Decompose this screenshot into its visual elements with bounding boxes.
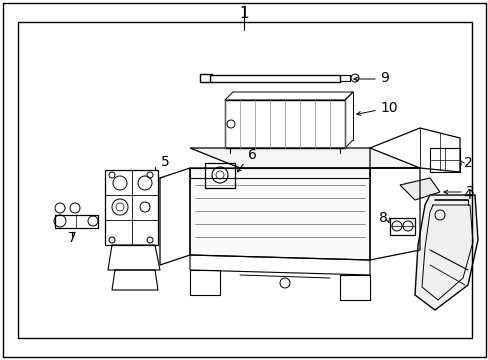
Polygon shape [414,195,477,310]
Polygon shape [190,148,419,168]
Polygon shape [190,168,369,260]
Text: 4: 4 [463,188,471,202]
Text: 2: 2 [463,156,472,170]
Text: 8: 8 [378,211,387,225]
Text: 6: 6 [247,148,256,162]
Text: 10: 10 [379,101,397,115]
Text: 7: 7 [67,231,76,245]
Text: 5: 5 [160,155,169,169]
Text: 3: 3 [465,185,474,199]
Text: 9: 9 [379,71,388,85]
Text: 1: 1 [239,6,248,22]
Polygon shape [399,178,439,200]
